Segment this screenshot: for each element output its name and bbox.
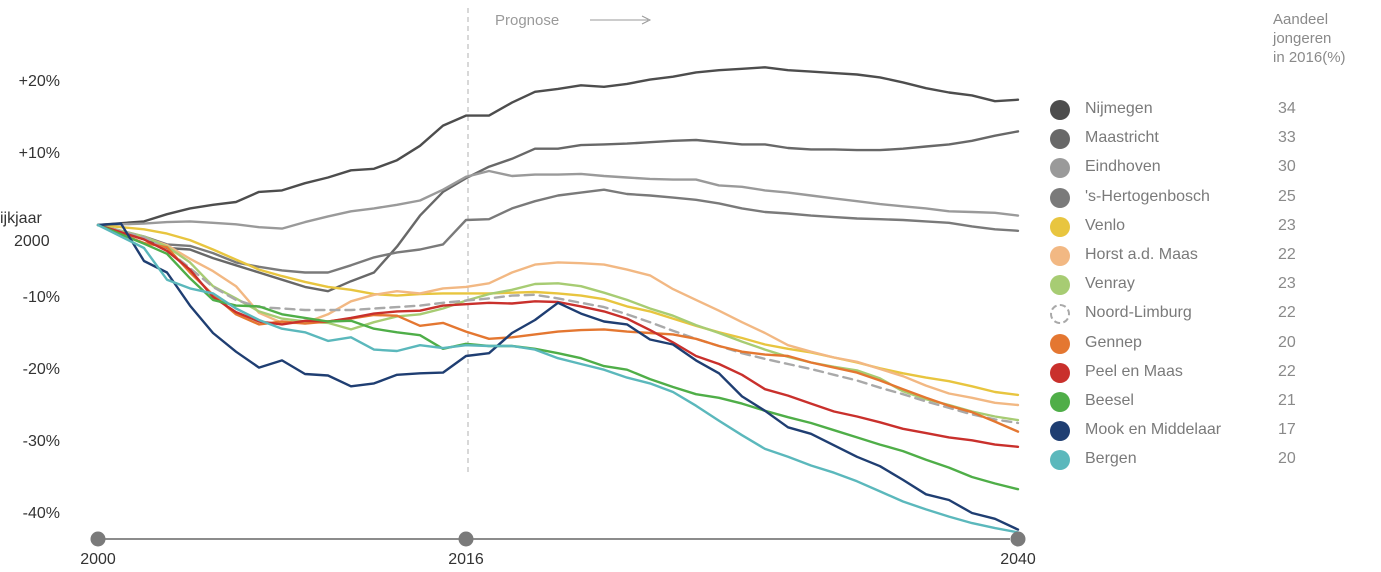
baseline-label-line2: 2000	[14, 233, 50, 250]
y-tick-label: +10%	[19, 145, 60, 162]
legend-share-value: 22	[1278, 246, 1296, 263]
legend-share-value: 20	[1278, 450, 1296, 468]
legend-name: Venray	[1085, 275, 1135, 293]
legend-share-value: 25	[1278, 187, 1296, 205]
legend-name: Eindhoven	[1085, 158, 1161, 176]
legend-name: Gennep	[1085, 333, 1142, 351]
legend-item: Bergen 20	[1050, 446, 1370, 475]
x-tick-dot	[90, 531, 106, 547]
legend-swatch	[1050, 362, 1070, 383]
legend-name: Bergen	[1085, 450, 1137, 468]
y-tick-label: +20%	[19, 73, 60, 90]
y-tick-label: -20%	[23, 361, 60, 378]
legend-name: Noord-Limburg	[1085, 304, 1192, 322]
legend-item: Beesel 21	[1050, 388, 1370, 417]
legend-item: Eindhoven 30	[1050, 154, 1370, 183]
legend-item: Venray 23	[1050, 271, 1370, 300]
legend-share-value: 23	[1278, 216, 1296, 234]
legend-name: Nijmegen	[1085, 100, 1153, 117]
legend-name: Beesel	[1085, 392, 1134, 409]
legend-name: Peel en Maas	[1085, 362, 1183, 380]
legend-item: Maastricht 33	[1050, 125, 1370, 154]
legend-item: Peel en Maas 22	[1050, 359, 1370, 388]
baseline-label-line1: ijkjaar	[0, 210, 42, 227]
legend-name: Maastricht	[1085, 129, 1159, 147]
legend-share-value: 20	[1278, 333, 1296, 351]
baseline-label: ijkjaar 2000	[0, 210, 50, 250]
legend-share-value: 17	[1278, 421, 1296, 439]
x-tick-dot	[1010, 531, 1026, 547]
series-line-s-hertogenbosch	[96, 188, 1020, 274]
legend-title: Aandeel jongeren in 2016(%)	[1273, 10, 1378, 67]
legend-name: Venlo	[1085, 216, 1126, 234]
legend-swatch	[1050, 304, 1070, 325]
legend-title-line3: in 2016(%)	[1273, 49, 1346, 66]
legend-swatch	[1050, 275, 1070, 296]
x-tick-label: 2000	[80, 551, 116, 568]
legend-item: Venlo 23	[1050, 213, 1370, 242]
series-line-bergen	[96, 223, 1020, 534]
legend-name: Horst a.d. Maas	[1085, 246, 1198, 263]
series-line-venray	[96, 223, 1020, 422]
legend-swatch	[1050, 158, 1070, 179]
series-line-eindhoven	[96, 169, 1020, 230]
series-line-horst-a-d-maas	[96, 223, 1020, 407]
series-line-gennep	[96, 223, 1020, 433]
series-line-beesel	[96, 223, 1020, 491]
legend-swatch	[1050, 333, 1070, 354]
series-line-nijmegen	[96, 66, 1020, 227]
legend-item: Mook en Middelaar 17	[1050, 417, 1370, 446]
prognosis-label: Prognose	[495, 12, 559, 29]
legend-share-value: 23	[1278, 275, 1296, 293]
series-line-noord-limburg	[96, 223, 1020, 425]
legend-item: Horst a.d. Maas 22	[1050, 242, 1370, 271]
legend-share-value: 22	[1278, 304, 1296, 322]
legend-share-value: 30	[1278, 158, 1296, 176]
legend-item: Gennep 20	[1050, 330, 1370, 359]
prognosis-arrow-head	[641, 15, 652, 25]
prognosis-marker: Prognose	[467, 8, 652, 476]
x-tick-dot	[458, 531, 474, 547]
legend-item: Nijmegen 34	[1050, 96, 1370, 125]
series-lines	[96, 66, 1020, 534]
y-axis-labels: +20% +10% -10% -20% -30% -40%	[19, 73, 60, 522]
series-line-peel-en-maas	[96, 223, 1020, 448]
legend-swatch	[1050, 246, 1070, 266]
x-axis: 2000 2016 2040	[80, 531, 1036, 568]
legend-swatch	[1050, 421, 1070, 442]
legend-swatch	[1050, 216, 1070, 237]
legend-title-line1: Aandeel	[1273, 11, 1329, 28]
legend-item: 's-Hertogenbosch 25	[1050, 184, 1370, 213]
y-tick-label: -40%	[23, 505, 60, 522]
legend-title-line2: jongeren	[1273, 30, 1332, 47]
legend-swatch	[1050, 100, 1070, 120]
legend-item: Noord-Limburg 22	[1050, 300, 1370, 329]
legend-swatch	[1050, 129, 1070, 150]
y-tick-label: -10%	[23, 289, 60, 306]
x-tick-label: 2016	[448, 551, 484, 568]
legend-swatch	[1050, 450, 1070, 471]
x-tick-label: 2040	[1000, 551, 1036, 568]
legend-share-value: 21	[1278, 392, 1296, 409]
legend-name: 's-Hertogenbosch	[1085, 187, 1210, 205]
legend-share-value: 22	[1278, 362, 1296, 380]
legend-share-value: 33	[1278, 129, 1296, 147]
legend-swatch	[1050, 187, 1070, 208]
legend-share-value: 34	[1278, 100, 1296, 117]
series-line-maastricht	[96, 130, 1020, 293]
legend-swatch	[1050, 392, 1070, 412]
y-tick-label: -30%	[23, 433, 60, 450]
legend-name: Mook en Middelaar	[1085, 421, 1222, 439]
series-line-mook-en-middelaar	[96, 222, 1020, 531]
